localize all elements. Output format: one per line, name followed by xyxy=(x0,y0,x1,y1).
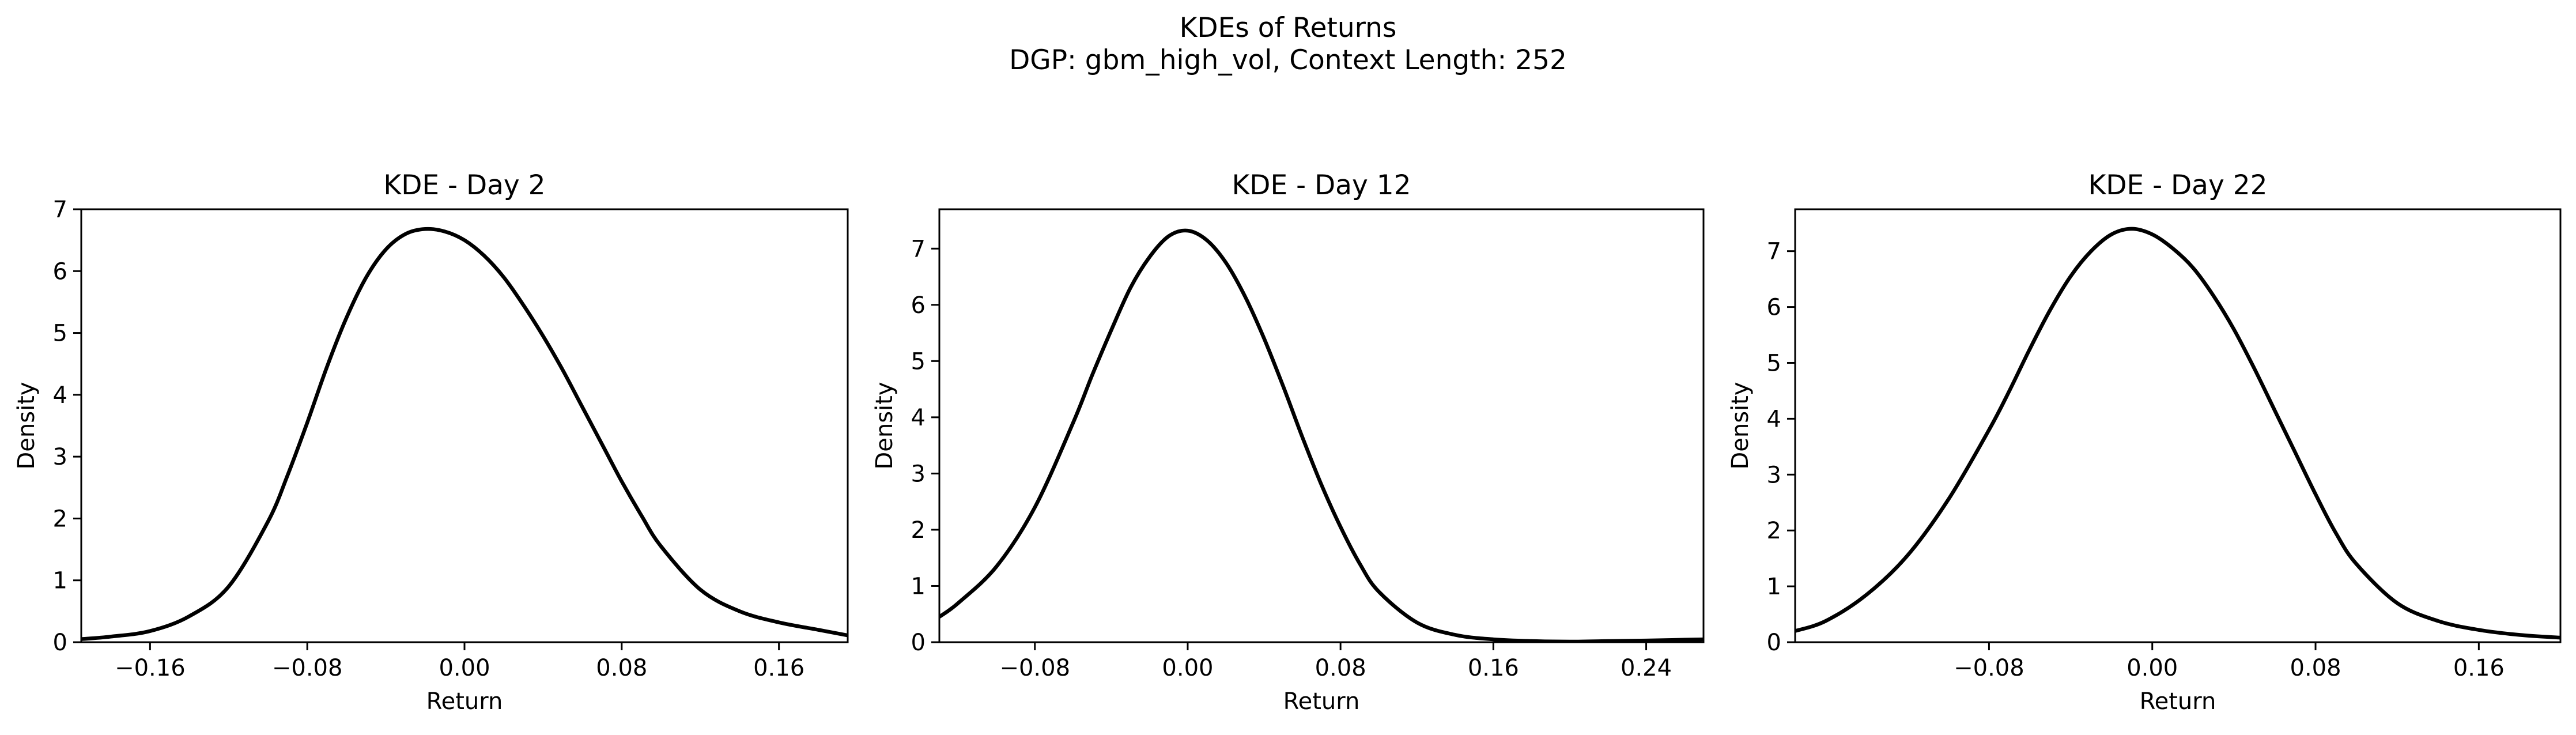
x-tick-label: 0.16 xyxy=(2453,655,2505,681)
panel-title: KDE - Day 12 xyxy=(1232,169,1411,201)
panel-title: KDE - Day 2 xyxy=(383,169,545,201)
x-tick-label: 0.16 xyxy=(1468,655,1519,681)
plot-frame xyxy=(1794,208,2562,643)
y-tick-label: 0 xyxy=(911,630,926,656)
x-tick-label: −0.16 xyxy=(115,655,186,681)
kde-curve xyxy=(81,227,848,641)
y-tick-label: 2 xyxy=(53,506,67,532)
y-tick-label: 4 xyxy=(53,382,67,409)
y-tick-label: 1 xyxy=(1767,574,1781,600)
figure-title: KDEs of Returns xyxy=(1180,12,1397,44)
y-tick-label: 2 xyxy=(911,517,926,544)
y-tick-label: 4 xyxy=(911,405,926,431)
y-tick-label: 1 xyxy=(53,568,67,594)
y-tick-label: 7 xyxy=(53,197,67,223)
y-tick-label: 5 xyxy=(1767,350,1781,376)
chart-panels: KDE - Day 2 −0.16 −0.08 0.00 0.08 0.16 0 1 2 3 4 5 6… xyxy=(13,169,2562,715)
y-tick-label: 6 xyxy=(53,258,67,285)
x-tick-label: 0.00 xyxy=(1162,655,1213,681)
y-tick-label: 7 xyxy=(1767,239,1781,265)
y-tick-label: 2 xyxy=(1767,518,1781,544)
x-tick-label: 0.16 xyxy=(753,655,804,681)
panel-title: KDE - Day 22 xyxy=(2088,169,2267,201)
x-tick-label: 0.08 xyxy=(596,655,647,681)
y-tick-label: 0 xyxy=(1767,630,1781,656)
y-tick-label: 3 xyxy=(911,461,926,487)
y-tick-label: 5 xyxy=(911,348,926,375)
x-tick-label: 0.08 xyxy=(2290,655,2341,681)
x-tick-label: −0.08 xyxy=(1954,655,2024,681)
kde-panel-1: KDE - Day 2 −0.16 −0.08 0.00 0.08 0.16 0 1 2 3 4 5 6… xyxy=(13,169,849,715)
y-axis-label: Density xyxy=(871,382,898,469)
x-axis-label: Return xyxy=(426,688,503,715)
x-tick-label: 0.00 xyxy=(439,655,490,681)
y-tick-label: 4 xyxy=(1767,406,1781,432)
y-tick-label: 0 xyxy=(53,630,67,656)
plot-frame xyxy=(938,208,1705,643)
x-tick-label: 0.24 xyxy=(1621,655,1672,681)
x-axis-label: Return xyxy=(1283,688,1360,715)
x-tick-label: −0.08 xyxy=(999,655,1070,681)
x-tick-label: 0.00 xyxy=(2126,655,2178,681)
figure-subtitle: DGP: gbm_high_vol, Context Length: 252 xyxy=(1009,44,1567,76)
y-tick-label: 3 xyxy=(53,444,67,470)
x-tick-label: 0.08 xyxy=(1315,655,1366,681)
plot-frame xyxy=(80,208,849,643)
y-tick-label: 5 xyxy=(53,321,67,347)
kde-panel-3: KDE - Day 22 −0.08 0.00 0.08 0.16 0 1 2 3 4 5 6 7 Ret… xyxy=(1727,169,2562,715)
kde-panel-2: KDE - Day 12 −0.08 0.00 0.08 0.16 0.24 0 1 2 3 4 5 6… xyxy=(871,169,1705,715)
y-tick-label: 1 xyxy=(911,573,926,600)
kde-curve xyxy=(1795,227,2560,640)
x-tick-label: −0.08 xyxy=(272,655,343,681)
y-tick-label: 3 xyxy=(1767,462,1781,488)
kde-curve xyxy=(939,228,1704,642)
y-axis-label: Density xyxy=(1727,382,1754,469)
y-tick-label: 6 xyxy=(911,292,926,319)
x-axis-label: Return xyxy=(2140,688,2216,715)
y-tick-label: 7 xyxy=(911,236,926,262)
y-axis-label: Density xyxy=(13,382,40,469)
y-tick-label: 6 xyxy=(1767,295,1781,321)
